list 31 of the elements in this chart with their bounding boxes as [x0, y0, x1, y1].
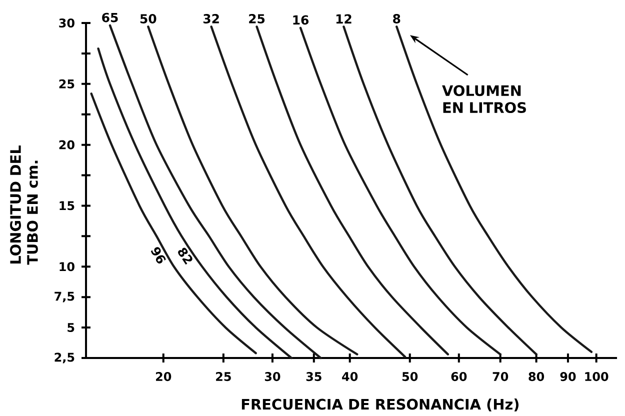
x-tick-label: 20 [156, 372, 172, 382]
series-label: 65 [102, 12, 118, 22]
series-label: 8 [393, 14, 400, 24]
text: 96 [150, 247, 166, 264]
series-label: 50 [140, 14, 156, 24]
x-tick-label: 100 [585, 372, 608, 382]
x-tick-label: 35 [306, 372, 322, 382]
x-tick-label: 70 [492, 372, 508, 382]
series-label: 32 [203, 14, 219, 24]
x-tick-label: 50 [402, 372, 418, 382]
x-tick-label: 25 [216, 372, 231, 382]
y-tick-label: 5 [68, 323, 74, 332]
x-tick-label: 40 [342, 372, 358, 382]
y-tick-label: 25 [59, 79, 74, 88]
x-tick-label: 60 [451, 372, 467, 382]
y-tick-label: 10 [60, 262, 74, 272]
x-tick-label: 90 [560, 372, 576, 382]
x-axis-title: FRECUENCIA DE RESONANCIA (Hz) [242, 398, 519, 412]
y-tick-label: 20 [59, 140, 74, 150]
annotation: VOLUMEN EN LITROS [442, 85, 526, 114]
y-axis-title: LONGITUD DEL TUBO EN cm. [10, 146, 38, 265]
series-label: 12 [336, 14, 352, 24]
x-tick-label: 30 [264, 372, 280, 382]
text: 82 [178, 248, 192, 265]
y-tick-label: 2,5 [54, 352, 74, 364]
y-tick-label: 15 [60, 201, 74, 210]
x-tick-label: 80 [528, 372, 544, 382]
y-tick-label: 7,5 [54, 292, 74, 302]
series-label: 16 [293, 15, 309, 25]
series-label: 25 [249, 14, 265, 24]
y-tick-label: 30 [59, 18, 74, 28]
